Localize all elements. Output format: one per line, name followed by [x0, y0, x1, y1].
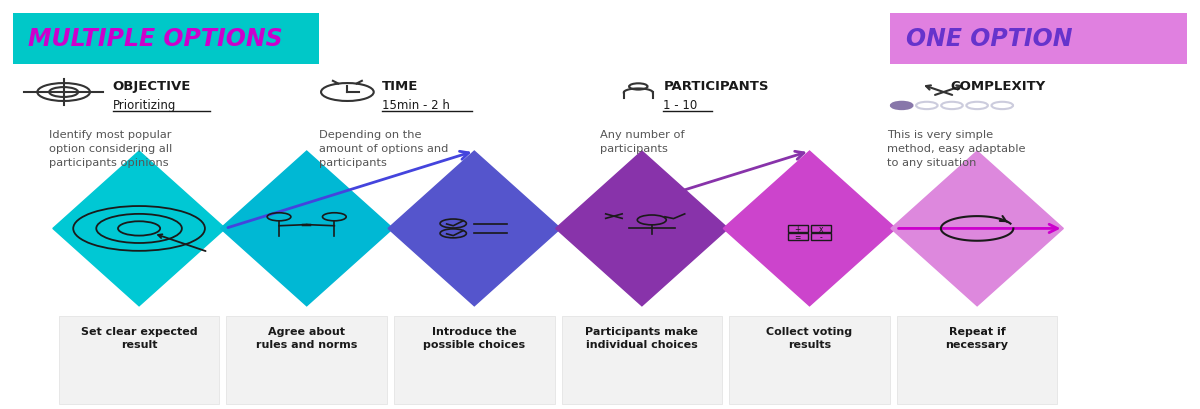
FancyBboxPatch shape: [730, 316, 889, 404]
Text: This is very simple
method, easy adaptable
to any situation: This is very simple method, easy adaptab…: [887, 129, 1026, 167]
Text: ONE OPTION: ONE OPTION: [906, 27, 1073, 51]
Text: -: -: [820, 232, 823, 241]
Text: x: x: [820, 225, 823, 234]
Polygon shape: [724, 152, 895, 306]
Text: Participants make
individual choices: Participants make individual choices: [586, 326, 698, 350]
FancyBboxPatch shape: [227, 316, 386, 404]
Circle shape: [890, 103, 912, 110]
Text: TIME: TIME: [382, 80, 419, 93]
Text: +: +: [794, 225, 800, 234]
FancyBboxPatch shape: [13, 13, 319, 64]
Text: COMPLEXITY: COMPLEXITY: [950, 80, 1046, 93]
FancyBboxPatch shape: [896, 316, 1057, 404]
Text: Introduce the
possible choices: Introduce the possible choices: [424, 326, 526, 350]
Text: Set clear expected
result: Set clear expected result: [80, 326, 197, 350]
Text: 1 - 10: 1 - 10: [664, 99, 697, 112]
Text: Depending on the
amount of options and
participants: Depending on the amount of options and p…: [319, 129, 448, 167]
Text: PARTICIPANTS: PARTICIPANTS: [664, 80, 769, 93]
Text: 15min - 2 h: 15min - 2 h: [382, 99, 450, 112]
FancyBboxPatch shape: [59, 316, 220, 404]
Polygon shape: [53, 152, 226, 306]
Polygon shape: [556, 152, 728, 306]
Polygon shape: [221, 152, 392, 306]
Text: =: =: [794, 232, 800, 241]
Polygon shape: [388, 152, 560, 306]
FancyBboxPatch shape: [562, 316, 722, 404]
Text: MULTIPLE OPTIONS: MULTIPLE OPTIONS: [28, 27, 282, 51]
Text: Identify most popular
option considering all
participants opinions: Identify most popular option considering…: [49, 129, 173, 167]
Text: OBJECTIVE: OBJECTIVE: [113, 80, 191, 93]
Polygon shape: [890, 152, 1063, 306]
Text: Prioritizing: Prioritizing: [113, 99, 176, 112]
FancyBboxPatch shape: [889, 13, 1187, 64]
FancyBboxPatch shape: [394, 316, 554, 404]
Text: Collect voting
results: Collect voting results: [767, 326, 852, 350]
Text: Repeat if
necessary: Repeat if necessary: [946, 326, 1009, 350]
Text: Any number of
participants: Any number of participants: [600, 129, 685, 153]
Text: Agree about
rules and norms: Agree about rules and norms: [256, 326, 358, 350]
